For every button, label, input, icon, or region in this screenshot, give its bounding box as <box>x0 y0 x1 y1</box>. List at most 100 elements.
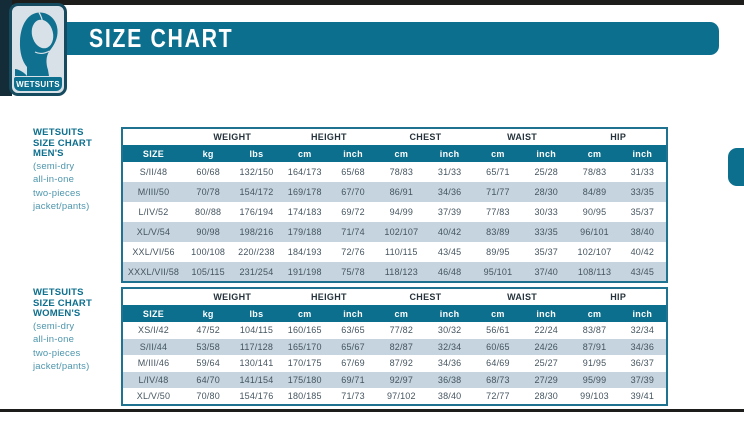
column-group-header: WAIST <box>473 128 571 145</box>
value-cell: 69/72 <box>341 207 365 217</box>
column-group-header: WAIST <box>473 288 571 305</box>
value-cell: 70/80 <box>196 390 220 401</box>
value-cell: 36/38 <box>437 374 462 385</box>
value-cell: 33/35 <box>534 227 558 237</box>
value-cell: 63/65 <box>341 325 365 336</box>
column-header: cm <box>473 145 523 162</box>
group-header-row: WEIGHT HEIGHT CHEST WAIST HIP <box>122 128 667 145</box>
value-cell: 86/91 <box>389 187 414 197</box>
brand-badge-label: WETSUITS <box>16 79 60 89</box>
column-group-header: CHEST <box>377 288 474 305</box>
value-cell: 92/97 <box>389 374 414 385</box>
column-header: kg <box>184 305 233 322</box>
value-cell: 198/216 <box>239 227 274 237</box>
value-cell: 28/30 <box>534 390 558 401</box>
value-cell: 60/68 <box>196 167 220 177</box>
value-cell: 35/37 <box>534 247 558 257</box>
value-cell: 132/150 <box>239 167 274 177</box>
value-cell: 100/108 <box>191 247 226 257</box>
section-subtitle-line: jacket/pants) <box>33 361 90 372</box>
value-cell: 39/41 <box>630 390 655 401</box>
size-cell: M/III/50 <box>137 187 170 197</box>
value-cell: 108/113 <box>577 266 612 277</box>
size-cell: L/IV/48 <box>138 374 169 385</box>
value-cell: 95/99 <box>582 374 607 385</box>
column-group-header: HIP <box>570 128 667 145</box>
value-cell: 65/68 <box>341 167 365 177</box>
section-title-line: WETSUITS <box>33 127 84 138</box>
group-header-row: WEIGHT HEIGHT CHEST WAIST HIP <box>122 288 667 305</box>
section-title-line: WETSUITS <box>33 287 84 298</box>
value-cell: 67/69 <box>341 358 365 369</box>
bottom-rule <box>0 409 744 412</box>
value-cell: 71/77 <box>486 187 510 197</box>
column-header: inch <box>618 305 667 322</box>
value-cell: 97/102 <box>386 390 416 401</box>
brand-badge-strip: WETSUITS <box>14 77 62 91</box>
table-head: WEIGHT HEIGHT CHEST WAIST HIP SIZE kg lbs cm inch… <box>122 288 667 322</box>
table-row: L/IV/48 64/70 141/154 175/180 69/71 92/97 36/3… <box>122 371 667 388</box>
column-header: lbs <box>232 145 281 162</box>
section-subtitle-line: jacket/pants) <box>33 201 90 212</box>
value-cell: 71/74 <box>341 227 365 237</box>
value-cell: 87/92 <box>389 358 414 369</box>
value-cell: 117/128 <box>239 341 274 352</box>
section-label: WETSUITS SIZE CHART MEN'S (semi-dry all-in-o… <box>33 127 117 214</box>
page-title: SIZE CHART <box>89 23 234 53</box>
value-cell: 165/170 <box>287 341 322 352</box>
value-cell: 37/39 <box>630 374 655 385</box>
value-cell: 53/58 <box>196 341 220 352</box>
value-cell: 176/194 <box>239 207 274 217</box>
size-cell: M/III/46 <box>137 358 170 369</box>
section-subtitle-line: all-in-one <box>33 174 75 185</box>
value-cell: 231/254 <box>239 266 274 277</box>
value-cell: 56/61 <box>486 325 510 336</box>
value-cell: 69/71 <box>341 374 365 385</box>
section-title-line: SIZE CHART <box>33 297 92 309</box>
column-group-header: WEIGHT <box>184 288 281 305</box>
column-header: inch <box>425 305 474 322</box>
table-row: S/II/44 53/58 117/128 165/170 65/67 82/87 32/3… <box>122 338 667 355</box>
value-cell: 43/45 <box>437 247 462 257</box>
value-cell: 31/33 <box>437 167 462 177</box>
value-cell: 75/78 <box>341 266 365 277</box>
value-cell: 31/33 <box>630 167 655 177</box>
value-cell: 38/40 <box>630 227 655 237</box>
column-header: kg <box>184 145 233 162</box>
section-title-line: SIZE CHART <box>33 137 92 149</box>
table-row: L/IV/52 80//88 176/194 174/183 69/72 94/99 37/… <box>122 202 667 222</box>
value-cell: 90/98 <box>196 227 220 237</box>
value-cell: 34/36 <box>437 358 462 369</box>
value-cell: 164/173 <box>287 167 322 177</box>
size-table: WEIGHT HEIGHT CHEST WAIST HIP SIZE kg lbs cm inch… <box>121 287 668 406</box>
section-subtitle-line: (semi-dry <box>33 320 75 332</box>
value-cell: 141/154 <box>239 374 274 385</box>
value-cell: 170/175 <box>287 358 322 369</box>
table-body: S/II/48 60/68 132/150 164/173 65/68 78/83 31/3… <box>122 162 667 282</box>
section-subtitle-line: two-pieces <box>33 347 81 359</box>
value-cell: 37/39 <box>437 207 462 217</box>
value-cell: 94/99 <box>389 207 414 217</box>
value-cell: 34/36 <box>630 341 655 352</box>
size-cell: L/IV/52 <box>138 207 169 217</box>
value-cell: 30/33 <box>534 207 558 217</box>
value-cell: 32/34 <box>437 341 462 352</box>
value-cell: 38/40 <box>437 390 462 401</box>
value-cell: 40/42 <box>437 227 462 237</box>
column-header: cm <box>473 305 523 322</box>
value-cell: 59/64 <box>196 358 220 369</box>
value-cell: 87/91 <box>582 341 607 352</box>
value-cell: 36/37 <box>630 358 655 369</box>
value-cell: 37/40 <box>534 266 558 277</box>
value-cell: 22/24 <box>534 325 558 336</box>
column-group-header: WEIGHT <box>184 128 281 145</box>
value-cell: 34/36 <box>437 187 462 197</box>
column-group-header: HIP <box>570 288 667 305</box>
size-cell: XXXL/VII/58 <box>127 266 180 277</box>
value-cell: 43/45 <box>630 266 655 277</box>
value-cell: 24/26 <box>534 341 558 352</box>
column-header: inch <box>425 145 474 162</box>
section-subtitle-line: all-in-one <box>33 334 75 345</box>
value-cell: 33/35 <box>630 187 655 197</box>
